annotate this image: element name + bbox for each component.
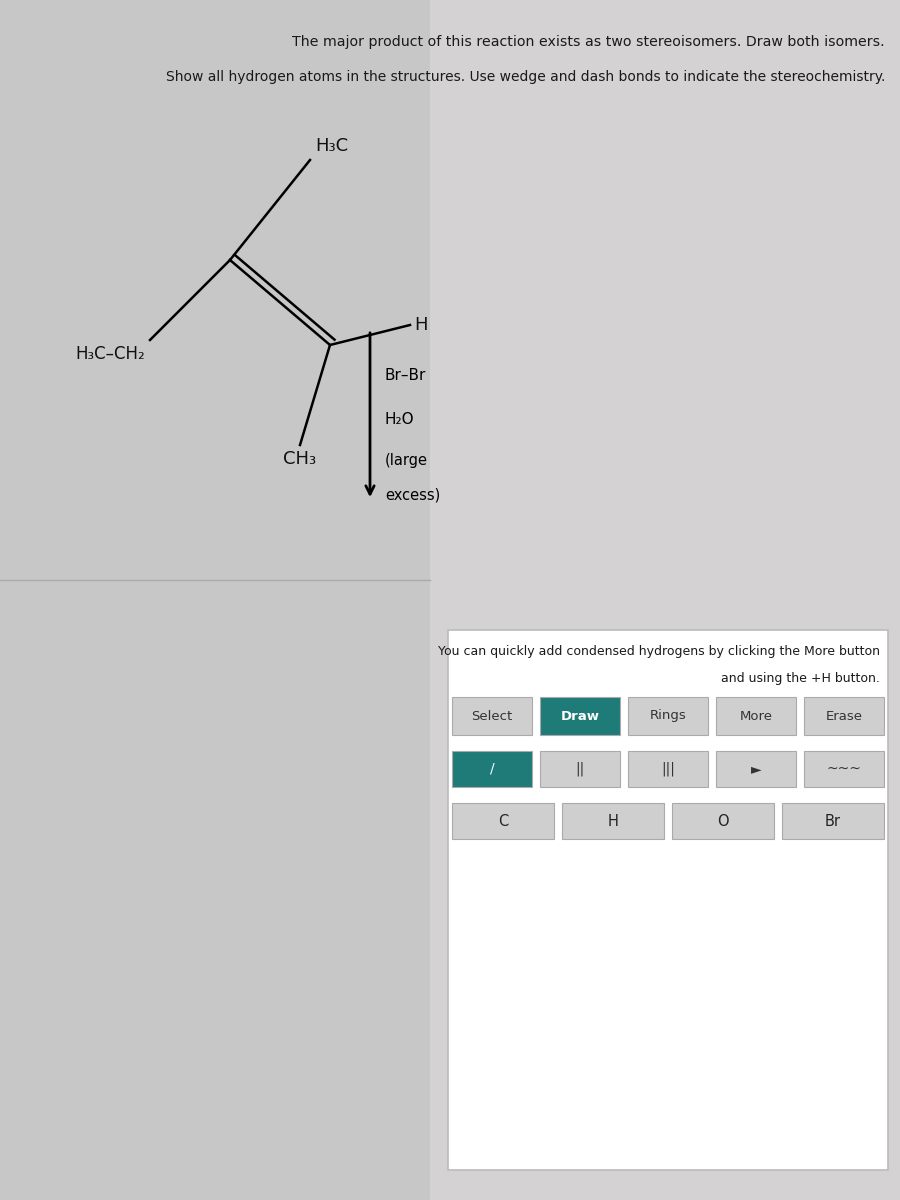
Text: ||: || xyxy=(575,762,585,776)
Text: excess): excess) xyxy=(385,487,440,503)
Text: O: O xyxy=(717,814,729,828)
Text: H₂O: H₂O xyxy=(385,413,415,427)
Text: |||: ||| xyxy=(662,762,675,776)
Text: Br: Br xyxy=(825,814,841,828)
Text: ►: ► xyxy=(751,762,761,776)
Text: (large: (large xyxy=(385,452,428,468)
Bar xyxy=(0,0,430,1200)
Text: More: More xyxy=(740,709,772,722)
Bar xyxy=(452,803,554,839)
Text: Erase: Erase xyxy=(825,709,862,722)
Text: Draw: Draw xyxy=(561,709,599,722)
Text: Show all hydrogen atoms in the structures. Use wedge and dash bonds to indicate : Show all hydrogen atoms in the structure… xyxy=(166,70,885,84)
Bar xyxy=(452,751,532,787)
Bar xyxy=(716,697,796,734)
Text: /: / xyxy=(490,762,494,776)
Text: ~~~: ~~~ xyxy=(826,762,861,776)
Bar xyxy=(430,0,900,1200)
Bar xyxy=(562,803,664,839)
Text: and using the +H button.: and using the +H button. xyxy=(721,672,880,685)
Bar xyxy=(628,697,708,734)
Text: Select: Select xyxy=(472,709,513,722)
Bar xyxy=(540,751,620,787)
Bar xyxy=(628,751,708,787)
Bar xyxy=(540,697,620,734)
Text: The major product of this reaction exists as two stereoisomers. Draw both isomer: The major product of this reaction exist… xyxy=(292,35,885,49)
Text: H: H xyxy=(608,814,618,828)
Text: H₃C: H₃C xyxy=(315,137,348,155)
Bar xyxy=(804,751,884,787)
Bar xyxy=(804,697,884,734)
Text: Rings: Rings xyxy=(650,709,687,722)
Bar xyxy=(452,697,532,734)
Text: Br–Br: Br–Br xyxy=(385,367,427,383)
Bar xyxy=(782,803,884,839)
Text: CH₃: CH₃ xyxy=(284,450,317,468)
Bar xyxy=(716,751,796,787)
Bar xyxy=(448,630,888,1170)
Text: H: H xyxy=(414,316,427,334)
Bar xyxy=(672,803,774,839)
Text: You can quickly add condensed hydrogens by clicking the More button: You can quickly add condensed hydrogens … xyxy=(438,646,880,658)
Text: C: C xyxy=(498,814,508,828)
Text: H₃C–CH₂: H₃C–CH₂ xyxy=(76,346,145,362)
